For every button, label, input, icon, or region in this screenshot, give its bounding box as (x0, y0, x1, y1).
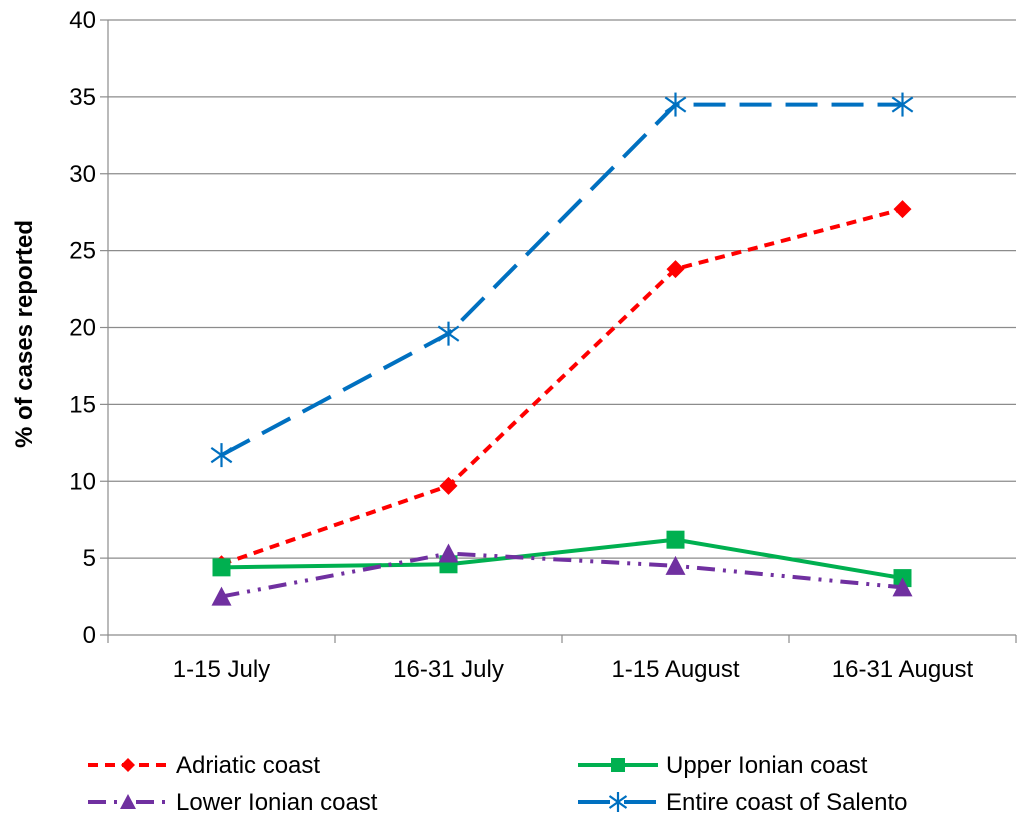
y-tick-label: 25 (69, 238, 96, 265)
y-tick-label: 30 (69, 161, 96, 188)
legend: Adriatic coast Upper Ionian coast Lower Io… (88, 752, 907, 816)
data-point (120, 794, 136, 809)
data-point (611, 758, 625, 772)
series-line (221, 537, 903, 581)
y-tick-label: 20 (69, 315, 96, 342)
axes (100, 19, 1017, 643)
data-point (666, 260, 685, 279)
legend-entry: Adriatic coast (88, 752, 320, 779)
gridlines (108, 19, 1016, 559)
x-tick-label: 1-15 July (173, 656, 270, 683)
x-tick-label: 16-31 August (832, 656, 974, 683)
series-lower-ionian-coast (211, 543, 913, 606)
x-tick-label: 16-31 July (393, 656, 504, 683)
series-line (220, 207, 904, 567)
data-point (439, 476, 458, 495)
y-tick-label: 10 (69, 468, 96, 495)
data-point (438, 543, 459, 563)
y-tick-label: 40 (69, 7, 96, 34)
data-point (664, 92, 687, 117)
series-group (210, 92, 914, 606)
data-point (121, 758, 135, 772)
data-point (212, 558, 231, 577)
x-tick-label: 1-15 August (611, 656, 739, 683)
data-point (210, 443, 233, 468)
legend-label: Adriatic coast (176, 752, 320, 779)
data-point (211, 586, 232, 606)
y-tick-labels: 0 5 10 15 20 25 30 35 40 (69, 7, 96, 649)
data-point (891, 92, 914, 117)
y-tick-label: 15 (69, 391, 96, 418)
data-point (892, 577, 913, 597)
legend-entry: Lower Ionian coast (88, 789, 378, 816)
data-point (608, 792, 628, 812)
legend-entry: Upper Ionian coast (578, 752, 868, 779)
y-tick-label: 0 (83, 622, 96, 649)
data-point (666, 530, 685, 549)
x-tick-labels: 1-15 July 16-31 July 1-15 August 16-31 Augu… (173, 656, 974, 683)
data-point (665, 555, 686, 575)
series-adriatic-coast (212, 200, 912, 574)
series-line (221, 551, 903, 599)
legend-label: Entire coast of Salento (666, 789, 907, 816)
y-axis-label: % of cases reported (11, 220, 38, 448)
legend-label: Lower Ionian coast (176, 789, 378, 816)
data-point (893, 200, 912, 219)
y-tick-label: 5 (83, 545, 96, 572)
series-line (220, 102, 903, 457)
data-point (437, 321, 460, 346)
legend-entry: Entire coast of Salento (578, 789, 907, 816)
y-tick-label: 35 (69, 84, 96, 111)
series-entire-coast-of-salento (210, 92, 914, 468)
legend-label: Upper Ionian coast (666, 752, 868, 779)
